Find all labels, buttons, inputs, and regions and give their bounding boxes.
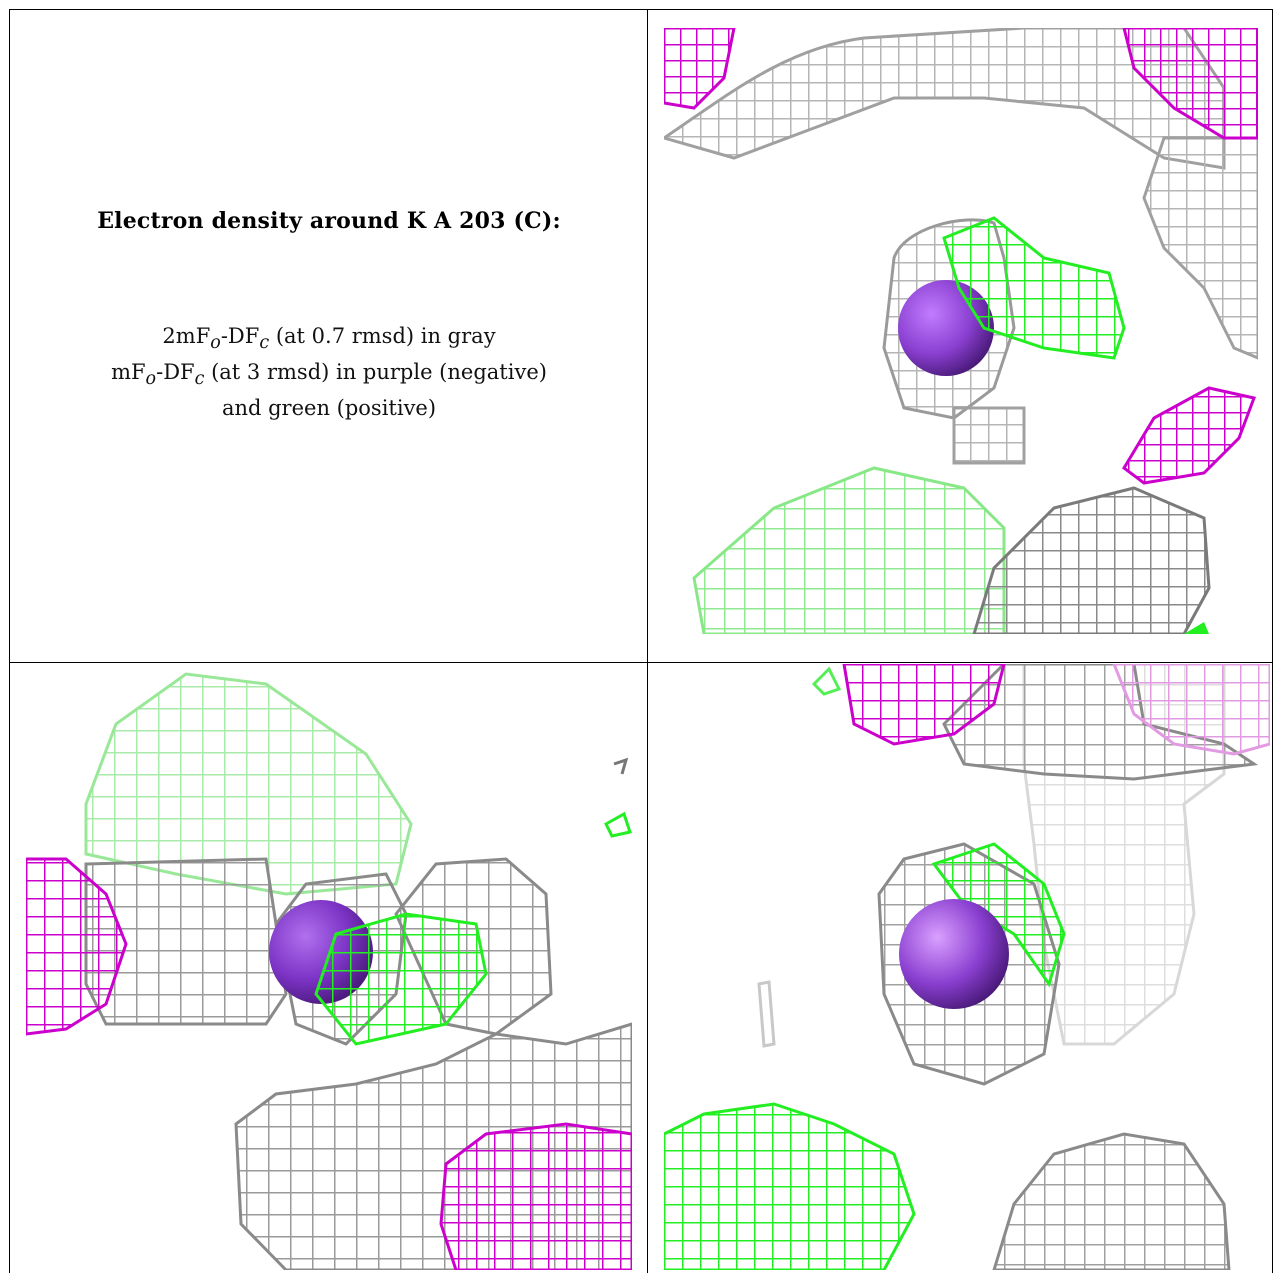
- gray-mesh-dome: [972, 486, 1211, 634]
- gray-mesh-ribbon: [664, 28, 1226, 170]
- potassium-ion-sphere: [899, 899, 1009, 1009]
- density-render-top-right: [664, 28, 1258, 634]
- negative-density-blob: [1122, 28, 1258, 140]
- density-render-bottom-left: [26, 672, 632, 1270]
- table-border-top: [9, 9, 1273, 10]
- negative-density-blob: [664, 28, 736, 110]
- positive-density-blob: [1184, 622, 1209, 634]
- legend-line-mfo: mFo-DFc (at 3 rmsd) in purple (negative): [111, 360, 547, 390]
- density-render-bottom-right: [664, 664, 1270, 1270]
- gray-mesh-fragment: [757, 980, 776, 1048]
- positive-density-blob: [692, 466, 1006, 634]
- positive-density-blob: [604, 811, 632, 838]
- negative-density-blob: [1112, 664, 1270, 756]
- gray-mesh-fragment: [613, 757, 629, 775]
- caption-cell: Electron density around K A 203 (C): 2mF…: [10, 10, 648, 662]
- negative-density-blob: [26, 857, 128, 1036]
- gray-mesh-dome: [992, 1132, 1231, 1270]
- caption-legend: 2mFo-DFc (at 0.7 rmsd) in gray mFo-DFc (…: [111, 322, 547, 423]
- legend-line-2mfo: 2mFo-DFc (at 0.7 rmsd) in gray: [162, 324, 496, 354]
- gray-mesh-column: [1142, 136, 1258, 360]
- table-border-left: [9, 9, 10, 1273]
- density-view-top-right: [664, 28, 1258, 634]
- density-view-bottom-left: [26, 664, 632, 1270]
- table-divider-vertical: [647, 9, 648, 1273]
- density-view-bottom-right: [664, 664, 1270, 1270]
- positive-density-blob: [664, 1102, 916, 1270]
- positive-density-blob: [942, 216, 1126, 360]
- negative-density-blob: [439, 1122, 632, 1270]
- table-divider-horizontal: [9, 662, 1273, 663]
- table-border-right: [1272, 9, 1273, 1273]
- negative-density-blob: [1122, 386, 1257, 485]
- positive-density-blob: [314, 912, 488, 1046]
- positive-density-blob: [811, 666, 842, 696]
- gray-mesh-cage: [952, 406, 1026, 465]
- caption-title: Electron density around K A 203 (C):: [97, 208, 561, 234]
- negative-density-blob: [842, 664, 1006, 746]
- legend-line-colors: and green (positive): [221, 396, 437, 421]
